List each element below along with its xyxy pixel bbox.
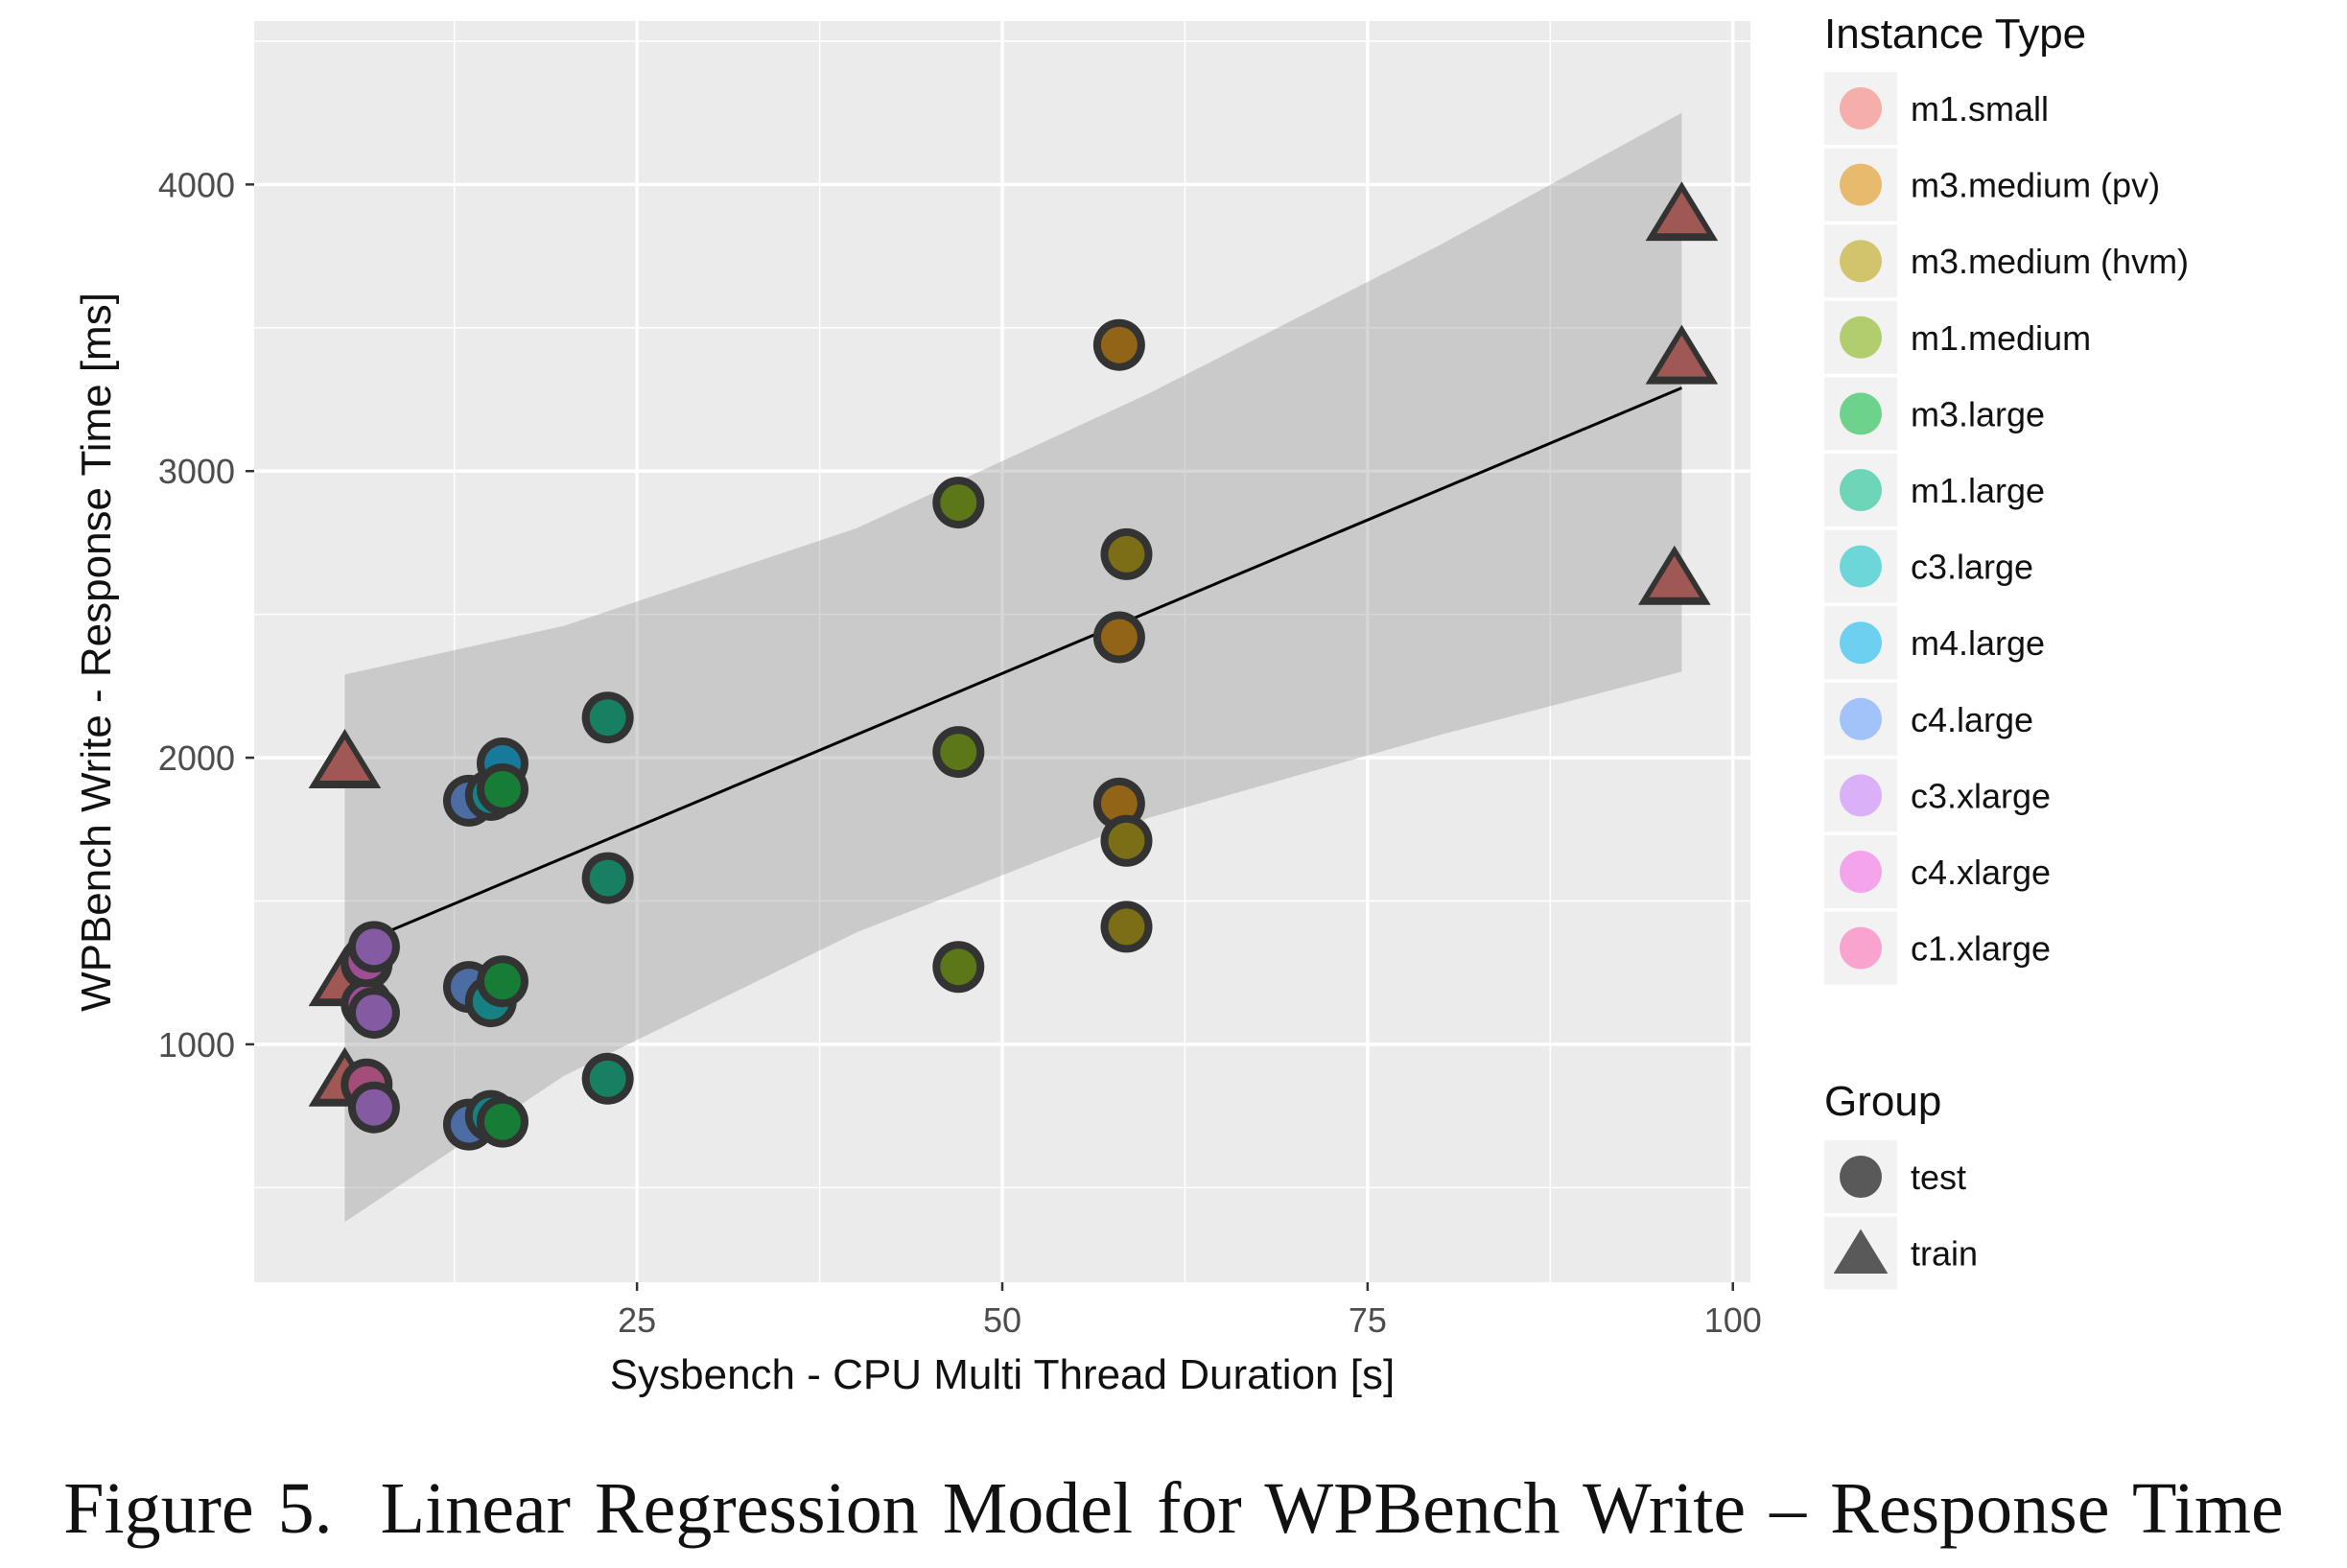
legend-label-m1-large: m1.large (1911, 471, 2045, 510)
point-m3-medium-hvm-test (1108, 535, 1145, 573)
point-m3-medium-pv-test (1100, 326, 1138, 363)
legend-label-c4-xlarge: c4.xlarge (1911, 853, 2051, 892)
y-axis: 1000 2000 3000 4000 (158, 165, 254, 1065)
legend-label-c4-large: c4.large (1911, 700, 2033, 739)
legend-label-train: train (1911, 1234, 1978, 1274)
legend-swatch-c3-large (1840, 545, 1882, 588)
legend-label-c3-large: c3.large (1911, 548, 2033, 587)
x-tick-label: 25 (618, 1300, 656, 1340)
point-c3-xlarge-test (355, 1088, 392, 1126)
legend-label-m3-medium-pv: m3.medium (pv) (1911, 166, 2160, 205)
legend-label-m3-large: m3.large (1911, 394, 2045, 433)
legend-label-m1-small: m1.small (1911, 89, 2049, 129)
point-m1-small-train (1649, 555, 1701, 597)
legend-swatch-m4-large (1840, 621, 1882, 665)
legend-label-m4-large: m4.large (1911, 623, 2045, 663)
x-axis-label: Sysbench - CPU Multi Thread Duration [s] (610, 1351, 1395, 1398)
y-axis-label: WPBench Write - Response Time [ms] (73, 293, 120, 1012)
figure-caption: Figure 5. Linear Regression Model for WP… (63, 1468, 2284, 1549)
point-m1-small-train (319, 739, 370, 782)
point-c3-xlarge-test (355, 928, 392, 966)
legend-swatch-m1-medium (1840, 316, 1882, 359)
point-m1-large-test (589, 859, 626, 897)
y-tick-label: 4000 (158, 165, 235, 204)
legend-swatch-m3-large (1840, 392, 1882, 435)
legend-swatch-m1-large (1840, 469, 1882, 511)
legend-swatch-c4-xlarge (1840, 851, 1882, 893)
point-m1-large-test (589, 699, 626, 737)
legend-title-instance-type: Instance Type (1824, 11, 2086, 58)
x-tick-label: 75 (1349, 1300, 1387, 1340)
legend-title-group: Group (1824, 1078, 1941, 1125)
legend-shape-triangle (1833, 1229, 1889, 1275)
legend: Instance Type m1.small m3.medium (pv) m3.m… (1824, 11, 2189, 1290)
grid-lines (254, 21, 1750, 1282)
x-tick-label: 100 (1704, 1300, 1762, 1340)
point-c3-xlarge-test (355, 995, 392, 1032)
point-m3-medium-hvm-test (1108, 822, 1145, 859)
legend-swatch-c1-xlarge (1840, 926, 1882, 970)
point-m3-medium-hvm-test (1108, 908, 1145, 946)
point-m1-medium-test (940, 734, 977, 771)
legend-label-m1-medium: m1.medium (1911, 318, 2091, 358)
data-points (308, 181, 1719, 1151)
point-m3-large-test (483, 963, 521, 1000)
y-tick-label: 2000 (158, 738, 235, 778)
point-m1-small-train (1656, 192, 1707, 234)
scatter-chart: 25 50 75 100 1000 2000 3000 4000 Sysbench - CP… (73, 11, 2189, 1398)
legend-shape-circle (1840, 1156, 1882, 1198)
legend-label-test: test (1911, 1158, 1966, 1197)
legend-label-c1-xlarge: c1.xlarge (1911, 929, 2051, 969)
point-m3-medium-pv-test (1100, 784, 1138, 822)
regression-line (343, 386, 1682, 951)
point-m1-large-test (589, 1060, 626, 1097)
legend-label-c3-xlarge: c3.xlarge (1911, 776, 2051, 815)
y-tick-label: 1000 (158, 1025, 235, 1065)
x-axis: 25 50 75 100 (618, 1282, 1762, 1340)
legend-swatch-m3-medium-pv (1840, 163, 1882, 206)
legend-label-m3-medium-hvm: m3.medium (hvm) (1911, 242, 2189, 281)
x-tick-label: 50 (983, 1300, 1021, 1340)
y-tick-label: 3000 (158, 452, 235, 491)
point-m1-small-train (1656, 335, 1707, 377)
legend-swatch-c4-large (1840, 697, 1882, 740)
legend-swatch-c3-xlarge (1840, 774, 1882, 817)
point-m3-medium-pv-test (1100, 619, 1138, 656)
point-m3-large-test (483, 770, 521, 807)
legend-swatch-m1-small (1840, 87, 1882, 129)
legend-swatch-m3-medium-hvm (1840, 240, 1882, 283)
point-m1-medium-test (940, 484, 977, 522)
point-m1-medium-test (940, 948, 977, 986)
point-m3-large-test (483, 1103, 521, 1140)
